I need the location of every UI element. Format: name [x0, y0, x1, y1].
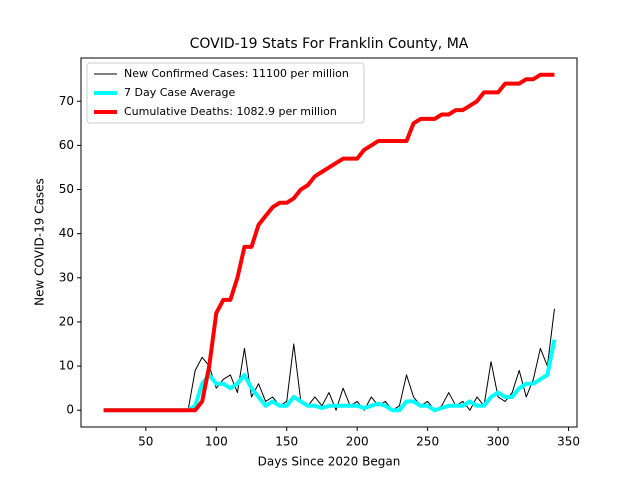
y-tick-label: 60 — [59, 138, 74, 152]
y-tick-label: 30 — [59, 270, 74, 284]
chart-title: COVID-19 Stats For Franklin County, MA — [190, 36, 469, 52]
y-tick-label: 0 — [66, 403, 74, 417]
x-tick-label: 350 — [557, 435, 580, 449]
x-tick-label: 100 — [205, 435, 228, 449]
plot-frame — [80, 57, 578, 428]
y-tick-label: 50 — [59, 182, 74, 196]
y-axis-label: New COVID-19 Cases — [33, 178, 47, 306]
y-tick-label: 70 — [59, 94, 74, 108]
series-line — [103, 72, 555, 413]
y-tick-label: 20 — [59, 314, 74, 328]
x-tick-label: 50 — [138, 435, 153, 449]
x-tick-label: 200 — [346, 435, 369, 449]
y-tick-label: 10 — [59, 359, 74, 373]
x-tick-label: 300 — [487, 435, 510, 449]
legend-label: New Confirmed Cases: 11100 per million — [124, 67, 349, 80]
legend-label: Cumulative Deaths: 1082.9 per million — [124, 105, 337, 118]
legend-label: 7 Day Case Average — [124, 86, 236, 99]
y-tick-label: 40 — [59, 226, 74, 240]
x-tick-label: 150 — [275, 435, 298, 449]
x-tick-label: 250 — [416, 435, 439, 449]
x-axis-label: Days Since 2020 Began — [258, 455, 401, 469]
legend-box — [86, 62, 365, 124]
